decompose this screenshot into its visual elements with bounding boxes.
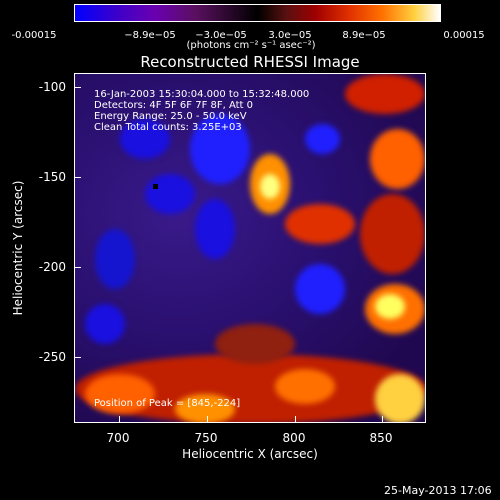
negative-flux-region xyxy=(145,174,195,214)
negative-flux-region xyxy=(85,304,125,344)
clean-info: Clean Total counts: 3.25E+03 xyxy=(94,122,242,133)
positive-flux-region xyxy=(215,324,295,364)
positive-flux-region xyxy=(285,204,355,244)
x-tick-mark xyxy=(119,416,120,422)
y-tick-label: -150 xyxy=(38,170,66,184)
y-tick-mark xyxy=(75,267,81,268)
x-axis-label: Heliocentric X (arcsec) xyxy=(182,447,318,461)
colorbar-tick: −3.0e−05 xyxy=(195,30,247,41)
positive-flux-region xyxy=(260,174,280,199)
positive-flux-region xyxy=(360,194,425,274)
energy-range: Energy Range: 25.0 - 50.0 keV xyxy=(94,111,247,122)
colorbar xyxy=(74,4,441,22)
negative-flux-region xyxy=(95,229,135,289)
y-tick-mark xyxy=(75,87,81,88)
colorbar-tick: 0.00015 xyxy=(443,30,485,41)
negative-flux-region xyxy=(305,124,340,154)
detectors-info: Detectors: 4F 5F 6F 7F 8F, Att 0 xyxy=(94,100,254,111)
positive-flux-region xyxy=(175,394,235,422)
positive-flux-region xyxy=(375,294,405,319)
plot-title: Reconstructed RHESSI Image xyxy=(140,53,360,71)
y-tick-mark xyxy=(75,177,81,178)
time-range: 16-Jan-2003 15:30:04.000 to 15:32:48.000 xyxy=(94,89,310,100)
positive-flux-region xyxy=(345,74,425,114)
y-axis-label: Heliocentric Y (arcsec) xyxy=(11,180,25,316)
positive-flux-region xyxy=(375,374,425,422)
positive-flux-region xyxy=(275,369,335,404)
y-tick-label: -250 xyxy=(38,350,66,364)
negative-flux-region xyxy=(195,199,235,259)
positive-flux-region xyxy=(85,374,155,414)
x-tick-mark xyxy=(382,416,383,422)
y-tick-label: -100 xyxy=(38,80,66,94)
colorbar-tick: -0.00015 xyxy=(11,30,57,41)
x-tick-label: 750 xyxy=(194,431,218,445)
peak-marker xyxy=(153,184,158,189)
y-tick-label: -200 xyxy=(38,260,66,274)
peak-position: Position of Peak = [845,-224] xyxy=(94,398,241,409)
negative-flux-region xyxy=(295,264,345,314)
colorbar-tick: −8.9e−05 xyxy=(124,30,176,41)
y-tick-mark xyxy=(75,357,81,358)
colorbar-tick: 3.0e−05 xyxy=(268,30,312,41)
positive-flux-region xyxy=(370,129,425,189)
x-tick-mark xyxy=(207,416,208,422)
rhessi-image xyxy=(74,73,426,423)
x-tick-label: 850 xyxy=(369,431,393,445)
x-tick-mark xyxy=(295,416,296,422)
colorbar-units: (photons cm⁻² s⁻¹ asec⁻²) xyxy=(186,40,316,51)
x-tick-label: 800 xyxy=(282,431,306,445)
negative-flux-region xyxy=(190,114,250,184)
colorbar-tick: 8.9e−05 xyxy=(342,30,386,41)
negative-flux-region xyxy=(120,119,170,159)
timestamp: 25-May-2013 17:06 xyxy=(384,484,492,497)
x-tick-label: 700 xyxy=(106,431,130,445)
